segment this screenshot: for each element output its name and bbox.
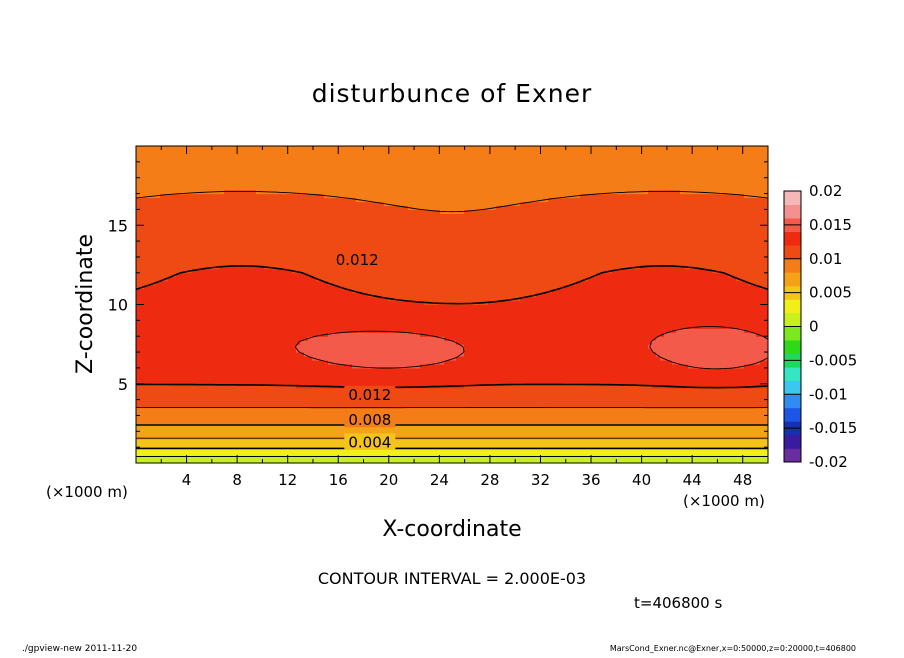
colorbar-segment [784,259,801,273]
x-unit-right: (×1000 m) [683,492,765,510]
colorbar-segment [784,367,801,381]
plot-area [136,146,769,464]
x-tick-label: 40 [632,471,651,489]
colorbar-tick-label: -0.015 [809,419,857,437]
y-tick-label: 10 [108,296,128,315]
x-axis-label: X-coordinate [382,517,521,542]
contour-label: 0.008 [348,411,391,429]
time-text: t=406800 s [634,594,722,612]
colorbar-segment [784,245,801,259]
colorbar-tick-label: 0.015 [809,216,852,234]
chart-title: disturbunce of Exner [312,79,593,108]
colorbar-segment [784,435,801,449]
footer-right: MarsCond_Exner.nc@Exner,x=0:50000,z=0:20… [610,644,856,653]
colorbar-segment [784,394,801,408]
y-axis-label: Z-coordinate [73,234,98,374]
colorbar-segment [784,340,801,354]
x-tick-label: 28 [480,471,499,489]
contour-label: 0.004 [348,433,391,451]
x-tick-label: 8 [232,471,242,489]
colorbar-segment [784,313,801,327]
colorbar-segment [784,381,801,395]
x-tick-label: 16 [329,471,348,489]
x-tick-label: 24 [430,471,449,489]
x-tick-label: 48 [733,471,752,489]
colorbar-segment [784,232,801,246]
colorbar-tick-label: 0.005 [809,284,852,302]
colorbar-segment [784,299,801,313]
colorbar-tick-label: -0.02 [809,453,848,471]
colorbar-tick-label: -0.005 [809,351,857,369]
y-tick-label: 15 [108,216,128,235]
colorbar: 0.02 0.015 0.01 0.005 0 -0.005 -0.01 -0.015 -0.0… [784,182,857,471]
colorbar-tick-label: -0.01 [809,385,848,403]
colorbar-segment [784,191,801,205]
y-tick-label: 5 [118,375,128,394]
x-tick-label: 20 [379,471,398,489]
footer-left: ./gpview-new 2011-11-20 [22,644,137,654]
x-tick-label: 12 [278,471,297,489]
x-tick-label: 36 [581,471,600,489]
colorbar-segment [784,272,801,286]
contour-label: 0.012 [336,251,379,269]
colorbar-segment [784,408,801,422]
x-tick-label: 4 [182,471,192,489]
colorbar-tick-label: 0.01 [809,250,842,268]
colorbar-segment [784,327,801,341]
contour-label: 0.012 [348,386,391,404]
colorbar-segment [784,448,801,462]
x-tick-label: 44 [683,471,702,489]
colorbar-tick-label: 0.02 [809,182,842,200]
colorbar-tick-label: 0 [809,318,819,336]
x-unit-left: (×1000 m) [46,483,128,501]
contour-interval-text: CONTOUR INTERVAL = 2.000E-03 [318,569,586,588]
colorbar-segment [784,205,801,219]
x-tick-label: 32 [531,471,550,489]
